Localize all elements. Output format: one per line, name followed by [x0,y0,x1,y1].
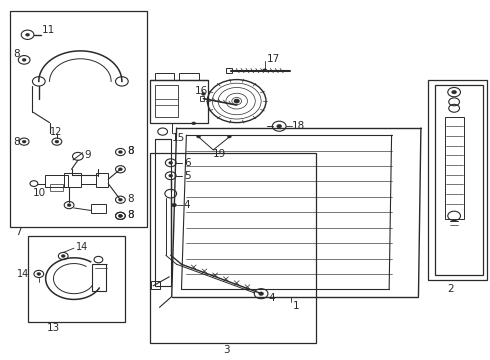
Text: 14: 14 [76,242,89,252]
Circle shape [169,161,172,164]
Bar [226,68,232,73]
Text: 7: 7 [15,227,22,237]
Circle shape [277,125,282,128]
Bar [45,175,68,187]
Text: 12: 12 [49,127,62,137]
Circle shape [196,135,200,138]
Circle shape [61,255,65,257]
Circle shape [227,135,231,138]
Bar [64,173,81,187]
Text: 3: 3 [223,345,230,355]
Bar [92,264,106,291]
Text: 18: 18 [292,121,305,131]
Bar [151,282,160,289]
Text: 8: 8 [13,49,20,59]
Circle shape [234,99,239,103]
Bar [49,184,63,191]
Circle shape [37,273,41,275]
Circle shape [119,215,122,217]
Circle shape [119,150,122,153]
Circle shape [119,215,122,217]
Text: 10: 10 [32,188,46,198]
Bar [155,73,174,80]
Text: 5: 5 [184,171,191,181]
Circle shape [452,90,457,94]
Text: 13: 13 [47,323,60,333]
Text: 4: 4 [269,293,275,303]
Text: 16: 16 [195,86,208,96]
Circle shape [201,93,205,95]
Circle shape [192,122,196,125]
Text: 1: 1 [293,301,299,311]
Circle shape [22,58,26,61]
Circle shape [169,174,172,177]
Circle shape [259,292,264,296]
Circle shape [22,140,26,143]
Text: 4: 4 [183,200,190,210]
Text: 8: 8 [127,146,133,156]
Bar [179,73,198,80]
Text: 8: 8 [127,194,133,204]
Text: 19: 19 [213,149,226,159]
Text: 8: 8 [13,137,20,147]
Text: 6: 6 [184,158,191,168]
Bar [91,204,106,213]
Circle shape [25,33,29,36]
Bar [96,173,108,187]
Bar [155,85,178,117]
Text: 14: 14 [17,269,29,279]
Circle shape [172,203,176,207]
Text: 8: 8 [127,210,133,220]
Text: 17: 17 [267,54,280,64]
Circle shape [119,198,122,201]
Text: 11: 11 [42,25,55,35]
Circle shape [67,204,71,207]
Circle shape [55,140,59,143]
Bar [155,139,171,286]
Text: 15: 15 [172,133,185,143]
Circle shape [263,69,267,72]
Bar [199,96,204,101]
Text: 9: 9 [85,150,91,160]
Bar [445,117,464,220]
Text: 8: 8 [127,146,133,156]
Text: 8: 8 [127,210,133,220]
Circle shape [119,168,122,171]
Bar [150,80,208,123]
Text: 2: 2 [447,284,453,294]
